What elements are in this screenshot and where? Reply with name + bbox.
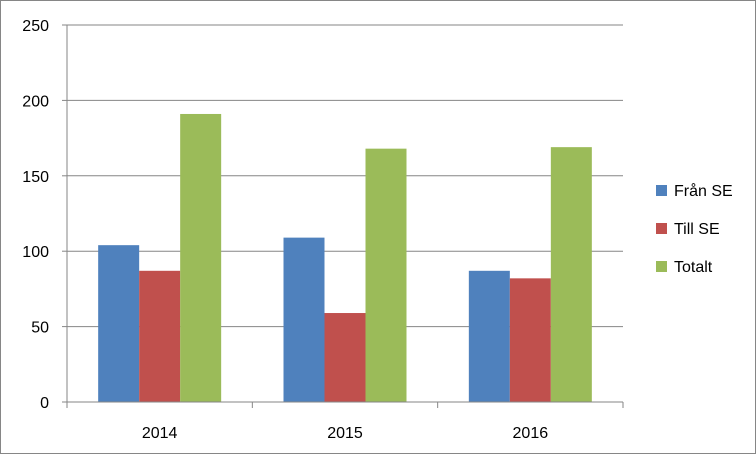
bar-från-se-2016 (468, 270, 510, 402)
legend-swatch-från-se (656, 185, 667, 196)
y-tick-label-0: 0 (40, 395, 49, 412)
y-tick-label-250: 250 (22, 18, 49, 35)
bar-från-se-2014 (98, 245, 140, 402)
bar-totalt-2015 (365, 148, 407, 402)
bar-totalt-2014 (180, 113, 222, 403)
y-tick-label-100: 100 (22, 244, 49, 261)
bar-totalt-2016 (550, 147, 592, 402)
legend-swatch-totalt (656, 261, 667, 272)
x-tick-label-2016: 2016 (513, 425, 549, 442)
y-tick-labels: 0 50 100 150 200 250 (22, 18, 49, 412)
legend: Från SE Till SE Totalt (656, 182, 733, 276)
y-tick-label-150: 150 (22, 169, 49, 186)
x-tick-label-2014: 2014 (142, 425, 178, 442)
y-tick-label-200: 200 (22, 93, 49, 110)
bar-till-se-2014 (139, 270, 181, 402)
axes (62, 24, 624, 408)
x-tick-labels: 2014 2015 2016 (142, 425, 548, 442)
legend-label-från-se: Från SE (674, 182, 733, 200)
bars (98, 113, 592, 403)
legend-label-totalt: Totalt (674, 259, 713, 276)
bar-till-se-2016 (509, 278, 551, 402)
y-tick-label-50: 50 (31, 320, 49, 337)
x-tick-label-2015: 2015 (327, 425, 363, 442)
legend-swatch-till-se (656, 223, 667, 234)
legend-label-till-se: Till SE (674, 221, 720, 238)
bar-från-se-2015 (283, 237, 325, 402)
bar-till-se-2015 (324, 313, 366, 402)
